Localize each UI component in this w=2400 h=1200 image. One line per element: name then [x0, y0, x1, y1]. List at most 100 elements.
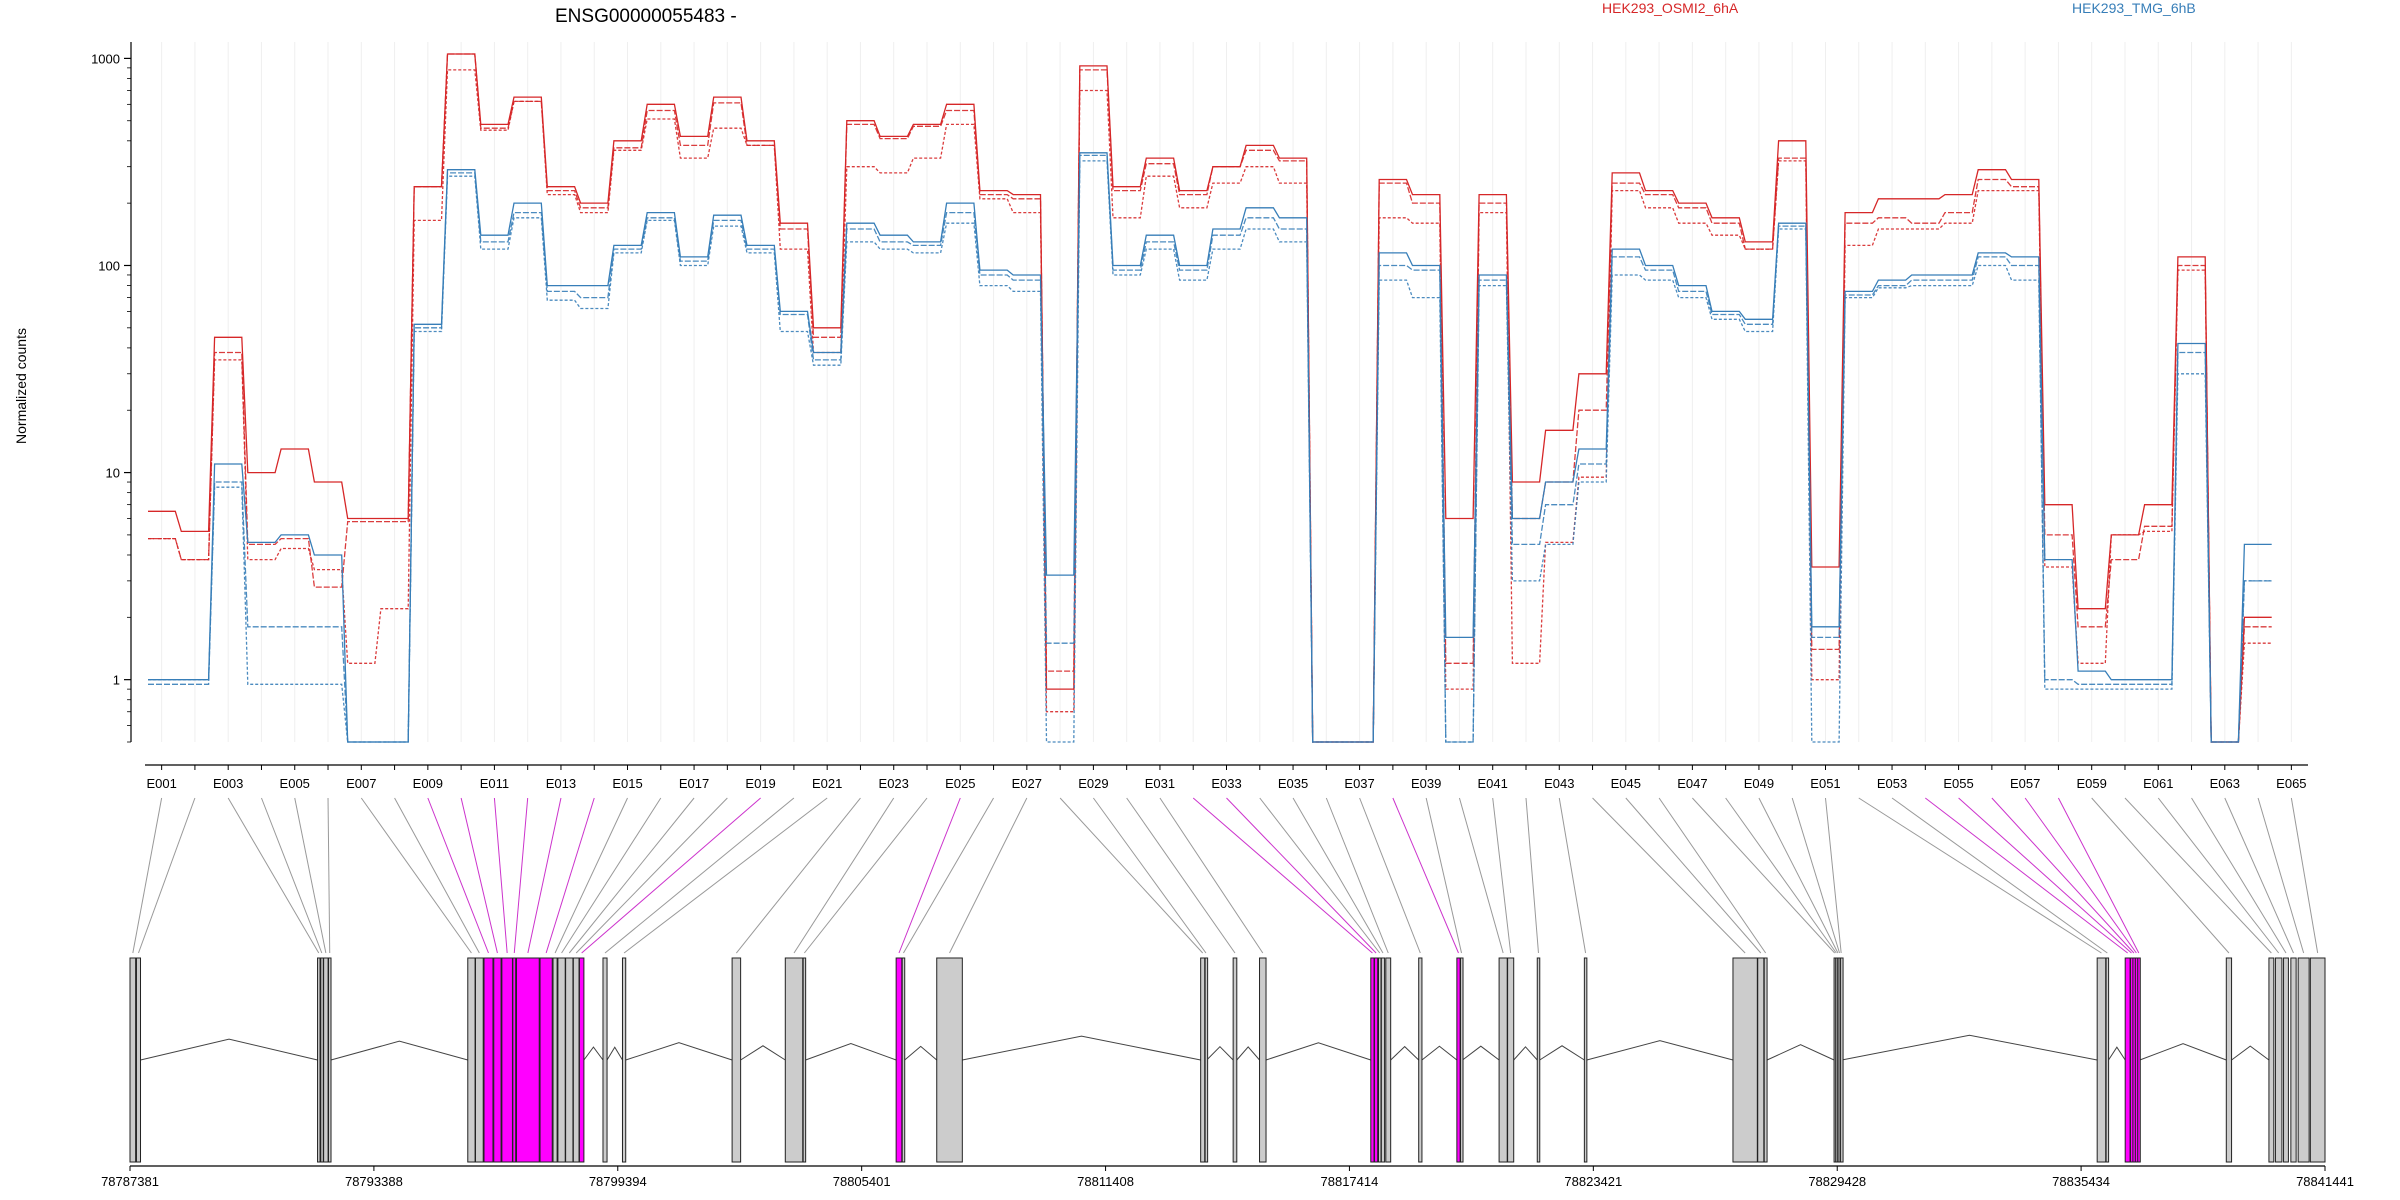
connector-E004: [261, 797, 323, 954]
connector-E014: [545, 797, 595, 954]
x-tick-label-E025: E025: [945, 776, 975, 791]
connector-E057: [2024, 797, 2137, 954]
x-tick-label-E059: E059: [2077, 776, 2107, 791]
x-tick-label-E027: E027: [1012, 776, 1042, 791]
intron-E043: [1586, 1040, 1734, 1061]
exon-box-E042: [1536, 957, 1541, 1163]
connector-E036: [1325, 797, 1389, 954]
connector-E060: [2124, 797, 2272, 954]
x-tick-label-E051: E051: [1810, 776, 1840, 791]
intron-E029: [1206, 1045, 1234, 1061]
exon-box-E063: [2290, 957, 2297, 1163]
connector-E035: [1292, 797, 1384, 954]
connector-E027: [949, 797, 1028, 954]
y-tick-label-1000: 1000: [91, 51, 120, 66]
exon-box-E007: [467, 957, 476, 1163]
connector-E024: [803, 797, 928, 954]
exon-box-E013: [516, 957, 540, 1163]
exon-connector-lines: [132, 797, 2319, 954]
x-tick-label-E013: E013: [546, 776, 576, 791]
series-line-HEK293_OSMI2_6hA-rep3: [148, 69, 2272, 743]
x-tick-label-E041: E041: [1478, 776, 1508, 791]
intron-E021: [625, 1042, 733, 1061]
connector-E038: [1392, 797, 1459, 954]
exon-box-E046: [1763, 957, 1768, 1163]
intron-E027: [962, 1035, 1201, 1061]
coord-label-78817414: 78817414: [1321, 1174, 1379, 1189]
y-tick-label-1: 1: [113, 673, 120, 688]
coord-label-78799394: 78799394: [589, 1174, 647, 1189]
connector-E033: [1226, 797, 1377, 954]
exon-box-E014: [539, 957, 553, 1163]
connector-E017: [568, 797, 695, 954]
connector-E062: [2191, 797, 2287, 954]
exon-box-E020: [602, 957, 608, 1163]
x-tick-label-E033: E033: [1211, 776, 1241, 791]
x-tick-label-E017: E017: [679, 776, 709, 791]
connector-E021: [623, 797, 828, 954]
intron-E037: [1421, 1045, 1458, 1061]
exon-box-E023: [784, 957, 804, 1163]
x-tick-label-E015: E015: [612, 776, 642, 791]
connector-E040: [1458, 797, 1504, 954]
x-tick-label-E061: E061: [2143, 776, 2173, 791]
coord-label-78823421: 78823421: [1564, 1174, 1622, 1189]
intron-E019: [583, 1046, 604, 1061]
connector-E049: [1758, 797, 1839, 954]
x-tick-label-E011: E011: [480, 776, 509, 791]
exon-box-E019: [578, 957, 585, 1163]
intron-E002: [140, 1038, 318, 1061]
coord-label-78805401: 78805401: [833, 1174, 891, 1189]
connector-E029: [1092, 797, 1207, 954]
connector-E032: [1192, 797, 1373, 954]
x-tick-label-E003: E003: [213, 776, 243, 791]
exon-box-E062: [2283, 957, 2289, 1163]
connector-E018: [575, 797, 728, 954]
exon-box-E011: [501, 957, 513, 1163]
exon-box-E043: [1583, 957, 1588, 1163]
intron-E051: [1841, 1034, 2098, 1061]
exon-box-E037: [1418, 957, 1423, 1163]
exon-box-E044: [1732, 957, 1758, 1163]
x-tick-label-E045: E045: [1611, 776, 1641, 791]
x-tick-label-E055: E055: [1943, 776, 1973, 791]
exon-box-E040: [1498, 957, 1508, 1163]
x-tick-label-E049: E049: [1744, 776, 1774, 791]
series-line-HEK293_TMG_6hB-rep2: [148, 154, 2272, 743]
exon-box-E026: [901, 957, 906, 1163]
exon-box-E036: [1385, 957, 1392, 1163]
x-tick-label-E005: E005: [280, 776, 310, 791]
x-tick-label-E065: E065: [2276, 776, 2306, 791]
exon-box-E012: [512, 957, 517, 1163]
connector-E064: [2257, 797, 2305, 954]
connector-E006: [327, 797, 331, 954]
y-tick-label-100: 100: [98, 258, 120, 273]
connector-E043: [1558, 797, 1587, 954]
intron-E024: [805, 1042, 897, 1061]
series-layer: [148, 53, 2272, 743]
connector-E041: [1492, 797, 1512, 954]
y-axis-label: Normalized counts: [13, 328, 29, 444]
series-line-HEK293_OSMI2_6hA-rep1: [148, 53, 2272, 743]
exon-box-E059: [2225, 957, 2233, 1163]
x-tick-label-E021: E021: [812, 776, 842, 791]
intron-E058: [2139, 1043, 2227, 1061]
x-tick-label-E037: E037: [1344, 776, 1374, 791]
intron-E046: [1766, 1044, 1835, 1061]
intron-E059: [2231, 1045, 2270, 1061]
exon-box-E045: [1757, 957, 1765, 1163]
exon-gridlines: [161, 42, 2292, 742]
series-line-HEK293_TMG_6hB-rep1: [148, 152, 2272, 743]
exon-box-E032: [1370, 957, 1375, 1163]
exon-box-E009: [483, 957, 494, 1163]
intron-E042: [1539, 1045, 1585, 1061]
connector-E047: [1692, 797, 1836, 954]
legend-entry-osmi2-6ha: HEK293_OSMI2_6hA: [1602, 0, 1739, 16]
intron-E026: [904, 1045, 938, 1061]
coord-label-78829428: 78829428: [1808, 1174, 1866, 1189]
intron-E053: [2108, 1046, 2126, 1061]
x-tick-label-E035: E035: [1278, 776, 1308, 791]
intron-E031: [1265, 1042, 1371, 1061]
x-tick-label-E031: E031: [1145, 776, 1175, 791]
